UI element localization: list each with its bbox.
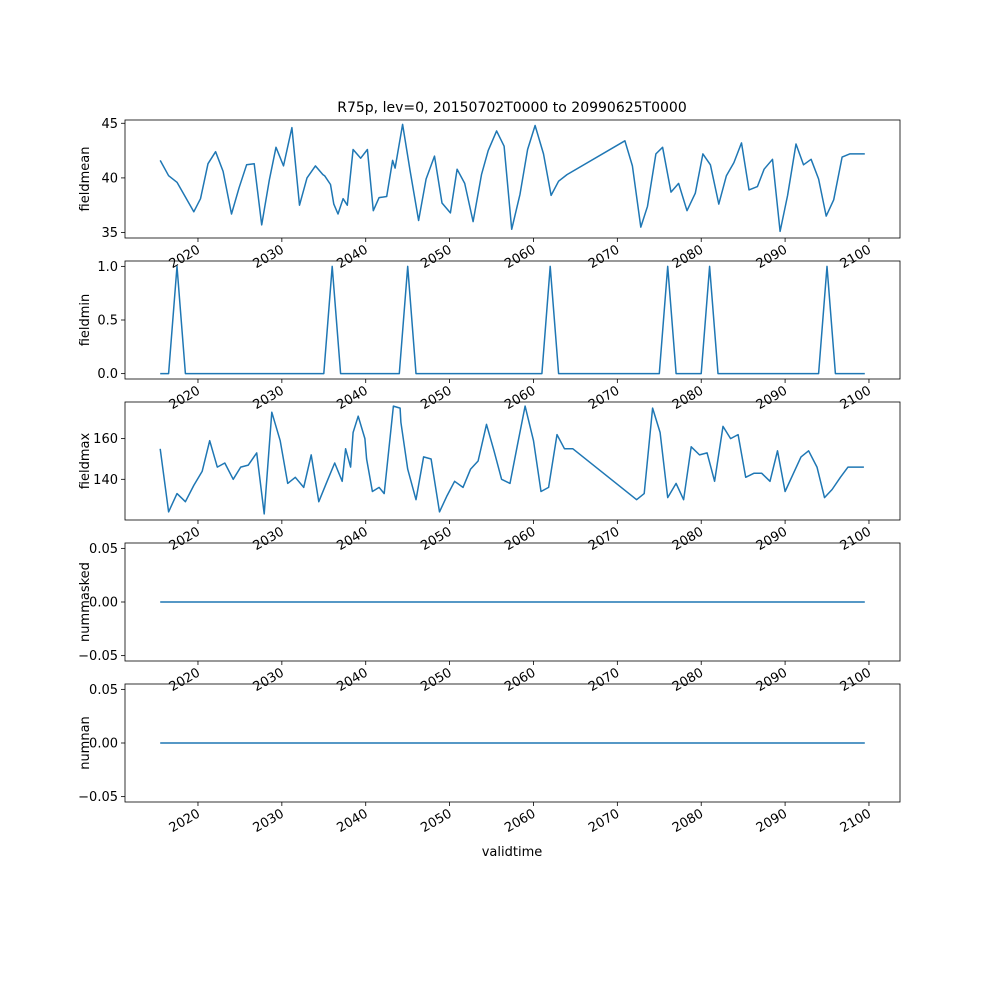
y-axis-label: nummasked	[78, 562, 93, 642]
x-tick-label: 2060	[502, 665, 538, 695]
y-tick-label: 45	[101, 117, 118, 132]
y-axis-label: fieldmean	[78, 147, 93, 212]
x-tick-label: 2100	[838, 383, 874, 413]
x-tick-label: 2090	[754, 806, 790, 836]
x-tick-label: 2030	[251, 383, 287, 413]
x-tick-label: 2030	[251, 665, 287, 695]
x-tick-label: 2050	[418, 242, 454, 272]
y-tick-label: 35	[101, 226, 118, 241]
x-tick-label: 2070	[586, 242, 622, 272]
x-tick-label: 2100	[838, 665, 874, 695]
x-axis-label: validtime	[482, 845, 543, 860]
x-tick-label: 2020	[167, 665, 203, 695]
series-line-fieldmax	[159, 405, 864, 515]
axes-frame	[124, 119, 901, 239]
x-tick-label: 2090	[754, 383, 790, 413]
axes-frame	[124, 401, 901, 521]
x-tick-label: 2020	[167, 524, 203, 554]
y-tick-label: 0.00	[89, 596, 118, 611]
y-tick-label: 140	[93, 473, 118, 488]
x-tick-label: 2070	[586, 665, 622, 695]
x-tick-label: 2040	[335, 242, 371, 272]
y-axis-label: fieldmin	[78, 294, 93, 347]
x-tick-label: 2090	[754, 242, 790, 272]
y-tick-label: 0.0	[97, 367, 118, 382]
x-tick-label: 2070	[586, 383, 622, 413]
x-tick-label: 2070	[586, 524, 622, 554]
axes-frame	[124, 260, 901, 380]
x-tick-label: 2100	[838, 524, 874, 554]
x-tick-label: 2020	[167, 383, 203, 413]
x-tick-label: 2020	[167, 806, 203, 836]
y-tick-label: 0.5	[97, 314, 118, 329]
x-tick-label: 2100	[838, 806, 874, 836]
y-axis-label: numnan	[78, 716, 93, 770]
x-tick-label: 2100	[838, 242, 874, 272]
x-tick-label: 2080	[670, 242, 706, 272]
y-tick-label: −0.05	[78, 790, 118, 805]
y-tick-label: 0.05	[89, 542, 118, 557]
x-tick-label: 2060	[502, 806, 538, 836]
y-tick-label: 0.05	[89, 683, 118, 698]
panel-fieldmean: 35 40 45 fieldmean 2020 2030 2040 2050 2060 2070 2…	[78, 117, 901, 272]
panel-nummasked: −0.05 0.00 0.05 nummasked 2020 2030 2040 2050 20…	[78, 542, 901, 695]
y-tick-label: 0.00	[89, 737, 118, 752]
x-tick-label: 2050	[418, 383, 454, 413]
series-line-fieldmin	[160, 265, 865, 375]
y-tick-label: 1.0	[97, 260, 118, 275]
x-tick-label: 2060	[502, 383, 538, 413]
x-tick-label: 2070	[586, 806, 622, 836]
x-tick-label: 2050	[418, 806, 454, 836]
y-axis-label: fieldmax	[78, 433, 93, 490]
chart-title: R75p, lev=0, 20150702T0000 to 20990625T0…	[337, 100, 687, 116]
x-tick-label: 2080	[670, 665, 706, 695]
x-tick-label: 2090	[754, 524, 790, 554]
x-tick-label: 2090	[754, 665, 790, 695]
x-tick-label: 2060	[502, 524, 538, 554]
x-tick-label: 2050	[418, 524, 454, 554]
x-tick-label: 2080	[670, 383, 706, 413]
x-tick-label: 2050	[418, 665, 454, 695]
x-tick-label: 2060	[502, 242, 538, 272]
x-tick-label: 2080	[670, 806, 706, 836]
series-line-fieldmean	[159, 123, 865, 233]
x-tick-label: 2040	[335, 383, 371, 413]
x-tick-label: 2080	[670, 524, 706, 554]
y-tick-label: −0.05	[78, 649, 118, 664]
x-tick-label: 2020	[167, 242, 203, 272]
x-tick-label: 2040	[335, 524, 371, 554]
x-tick-label: 2040	[335, 665, 371, 695]
x-tick-label: 2030	[251, 524, 287, 554]
x-tick-label: 2030	[251, 242, 287, 272]
panel-fieldmin: 0.0 0.5 1.0 fieldmin 2020 2030 2040 2050 2060 207…	[78, 260, 901, 413]
x-tick-label: 2040	[335, 806, 371, 836]
panel-numnan: −0.05 0.00 0.05 numnan 2020 2030 2040 2050 2060 2…	[78, 683, 901, 836]
y-tick-label: 40	[101, 171, 118, 186]
y-tick-label: 160	[93, 432, 118, 447]
x-tick-label: 2030	[251, 806, 287, 836]
